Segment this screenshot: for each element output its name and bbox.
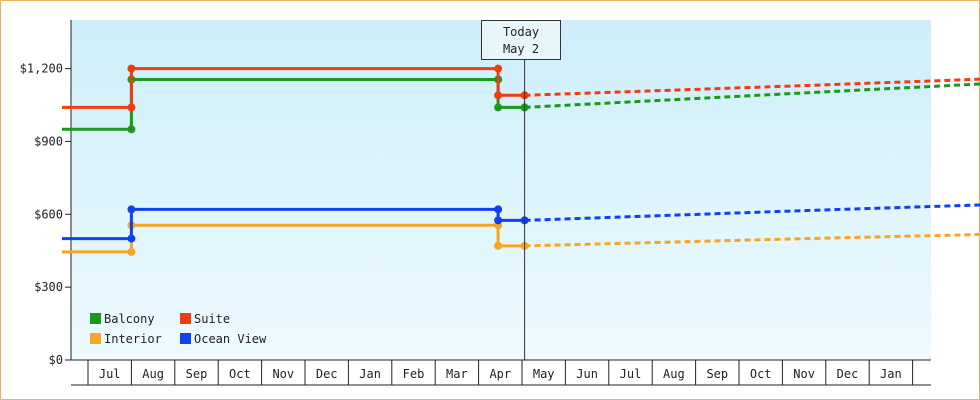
today-date: May 2 (502, 42, 540, 56)
x-tick-label: Jul (620, 367, 642, 381)
legend-label: Ocean View (194, 331, 267, 346)
data-point (127, 103, 136, 112)
legend-label: Suite (194, 311, 231, 326)
x-tick-label: Dec (837, 367, 859, 381)
x-tick-label: Aug (142, 367, 164, 381)
today-marker: Today May 2 (481, 20, 561, 60)
legend-item-interior: Interior (90, 330, 180, 347)
series-ocean-view (62, 203, 980, 243)
data-point (127, 247, 136, 256)
legend-swatch (180, 333, 191, 344)
series-history-line (62, 78, 525, 131)
x-tick-label: Jan (359, 367, 381, 381)
x-tick-label: Feb (403, 367, 425, 381)
data-point (494, 241, 503, 250)
series-forecast-line (524, 233, 980, 248)
series-suite (62, 64, 980, 112)
series-forecast-line (524, 82, 980, 109)
legend-swatch (90, 313, 101, 324)
data-point (127, 125, 136, 134)
axes (70, 20, 931, 361)
legend-swatch (90, 333, 101, 344)
legend-label: Balcony (104, 311, 155, 326)
x-tick-label: Sep (186, 367, 208, 381)
y-tick-label: $0 (49, 353, 63, 367)
series-history-line (62, 207, 525, 241)
data-point (127, 64, 136, 73)
plot-area (71, 20, 931, 360)
x-tick-label: Dec (316, 367, 338, 381)
data-point (127, 205, 136, 214)
series-forecast-line (524, 203, 980, 222)
legend: Balcony Suite Interior Ocean View (90, 310, 290, 347)
y-tick-label: $300 (34, 280, 63, 294)
data-point (494, 64, 503, 73)
series-history-line (62, 223, 525, 254)
x-tick-label: Nov (272, 367, 294, 381)
y-tick-label: $900 (34, 134, 63, 148)
y-axis: $0 $300 $600 $900 $1,200 (20, 62, 71, 367)
today-label: Today (502, 25, 540, 39)
x-axis: Jul Aug Sep Oct Nov Dec Jan Feb Mar Apr May Jun Jul A… (71, 360, 931, 386)
data-point (494, 91, 503, 100)
x-tick-label: Jan (880, 367, 902, 381)
legend-item-ocean-view: Ocean View (180, 330, 290, 347)
x-tick-label: Sep (706, 367, 728, 381)
data-point (494, 216, 503, 225)
x-tick-label: Jul (99, 367, 121, 381)
x-tick-label: Aug (663, 367, 685, 381)
x-tick-label: Nov (793, 367, 815, 381)
legend-item-suite: Suite (180, 310, 290, 327)
data-point (494, 103, 503, 112)
legend-swatch (180, 313, 191, 324)
data-point (494, 205, 503, 214)
x-tick-label: May (533, 367, 555, 381)
series-forecast-line (524, 77, 980, 97)
series-history-line (62, 67, 525, 109)
y-tick-label: $600 (34, 207, 63, 221)
x-tick-label: Oct (229, 367, 251, 381)
data-point (127, 234, 136, 243)
x-tick-label: Oct (750, 367, 772, 381)
x-tick-label: Mar (446, 367, 468, 381)
x-tick-label: Apr (489, 367, 511, 381)
y-tick-label: $1,200 (20, 62, 63, 76)
legend-item-balcony: Balcony (90, 310, 180, 327)
x-tick-label: Jun (576, 367, 598, 381)
legend-label: Interior (104, 331, 162, 346)
